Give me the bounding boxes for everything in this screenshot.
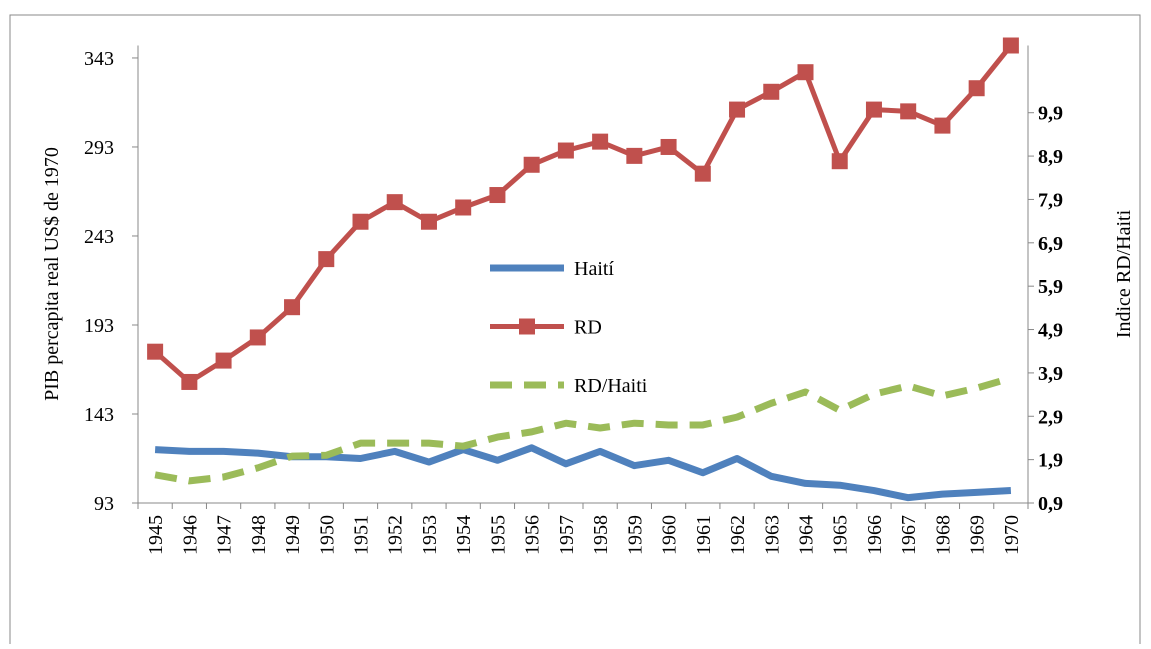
- y2-tick-label: 2,9: [1038, 406, 1063, 428]
- marker: [694, 165, 711, 182]
- marker: [386, 194, 403, 211]
- marker: [797, 64, 814, 81]
- x-tick-label: 1955: [487, 515, 509, 555]
- x-tick-label: 1968: [932, 515, 954, 555]
- y2-tick-label: 5,9: [1038, 276, 1063, 298]
- marker: [318, 251, 335, 268]
- y-axis-title: PIB percapita real US$ de 1970: [41, 147, 63, 401]
- x-tick-label: 1964: [796, 515, 818, 555]
- x-tick-label: 1961: [693, 515, 715, 555]
- marker: [934, 117, 951, 134]
- marker: [865, 101, 882, 118]
- y-tick-label: 93: [94, 493, 114, 515]
- legend-label: Haití: [574, 258, 614, 280]
- x-tick-label: 1970: [1001, 515, 1023, 555]
- x-tick-label: 1956: [522, 515, 544, 555]
- x-tick-label: 1951: [351, 515, 373, 555]
- marker: [660, 138, 677, 155]
- marker: [215, 352, 232, 369]
- x-tick-label: 1953: [419, 515, 441, 555]
- marker: [763, 83, 780, 100]
- x-tick-label: 1962: [727, 515, 749, 555]
- series-line: [153, 43, 1013, 385]
- y-tick-label: 243: [84, 226, 114, 248]
- y2-tick-label: 6,9: [1038, 233, 1063, 255]
- y-tick-label: 143: [84, 404, 114, 426]
- x-tick-label: 1965: [830, 515, 852, 555]
- series-line: [154, 444, 1012, 502]
- legend-label: RD/Haiti: [574, 375, 648, 397]
- x-tick-label: 1966: [864, 515, 886, 555]
- marker: [489, 187, 506, 204]
- y2-tick-label: 0,9: [1038, 493, 1063, 515]
- x-tick-label: 1947: [214, 515, 236, 555]
- marker: [626, 147, 643, 164]
- legend-marker: [519, 318, 535, 335]
- x-tick-label: 1967: [898, 515, 920, 555]
- y2-axis-title: Indice RD/Haiti: [1113, 209, 1135, 338]
- x-tick-label: 1959: [624, 515, 646, 555]
- x-tick-label: 1969: [967, 515, 989, 555]
- x-tick-label: 1946: [179, 515, 201, 555]
- marker: [729, 101, 746, 118]
- x-tick-label: 1945: [145, 515, 167, 555]
- chart-frame: [9, 14, 1141, 649]
- marker: [557, 142, 574, 159]
- marker: [900, 103, 917, 120]
- y2-tick-label: 4,9: [1038, 320, 1063, 342]
- marker: [284, 299, 301, 316]
- y-tick-label: 343: [84, 48, 114, 70]
- marker: [420, 213, 437, 230]
- x-tick-label: 1948: [248, 515, 270, 555]
- marker: [592, 133, 609, 150]
- y2-tick-label: 8,9: [1038, 146, 1063, 168]
- y-tick-label: 293: [84, 137, 114, 159]
- series-line: [154, 374, 1012, 485]
- marker: [249, 329, 266, 346]
- x-tick-label: 1952: [385, 515, 407, 555]
- legend-label: RD: [574, 317, 602, 339]
- x-tick-label: 1963: [761, 515, 783, 555]
- x-tick-label: 1950: [316, 515, 338, 555]
- marker: [831, 153, 848, 170]
- x-tick-label: 1960: [659, 515, 681, 555]
- x-tick-label: 1957: [556, 515, 578, 555]
- x-tick-label: 1954: [453, 515, 475, 555]
- marker: [523, 156, 540, 173]
- y2-tick-label: 3,9: [1038, 363, 1063, 385]
- x-tick-label: 1949: [282, 515, 304, 555]
- y2-tick-label: 7,9: [1038, 189, 1063, 211]
- marker: [455, 199, 472, 216]
- marker: [352, 213, 369, 230]
- x-tick-label: 1958: [590, 515, 612, 555]
- marker: [968, 80, 985, 97]
- y-tick-label: 193: [84, 315, 114, 337]
- marker: [1002, 37, 1019, 54]
- marker: [181, 373, 198, 390]
- y2-tick-label: 1,9: [1038, 450, 1063, 472]
- marker: [147, 343, 164, 360]
- y2-tick-label: 9,9: [1038, 103, 1063, 125]
